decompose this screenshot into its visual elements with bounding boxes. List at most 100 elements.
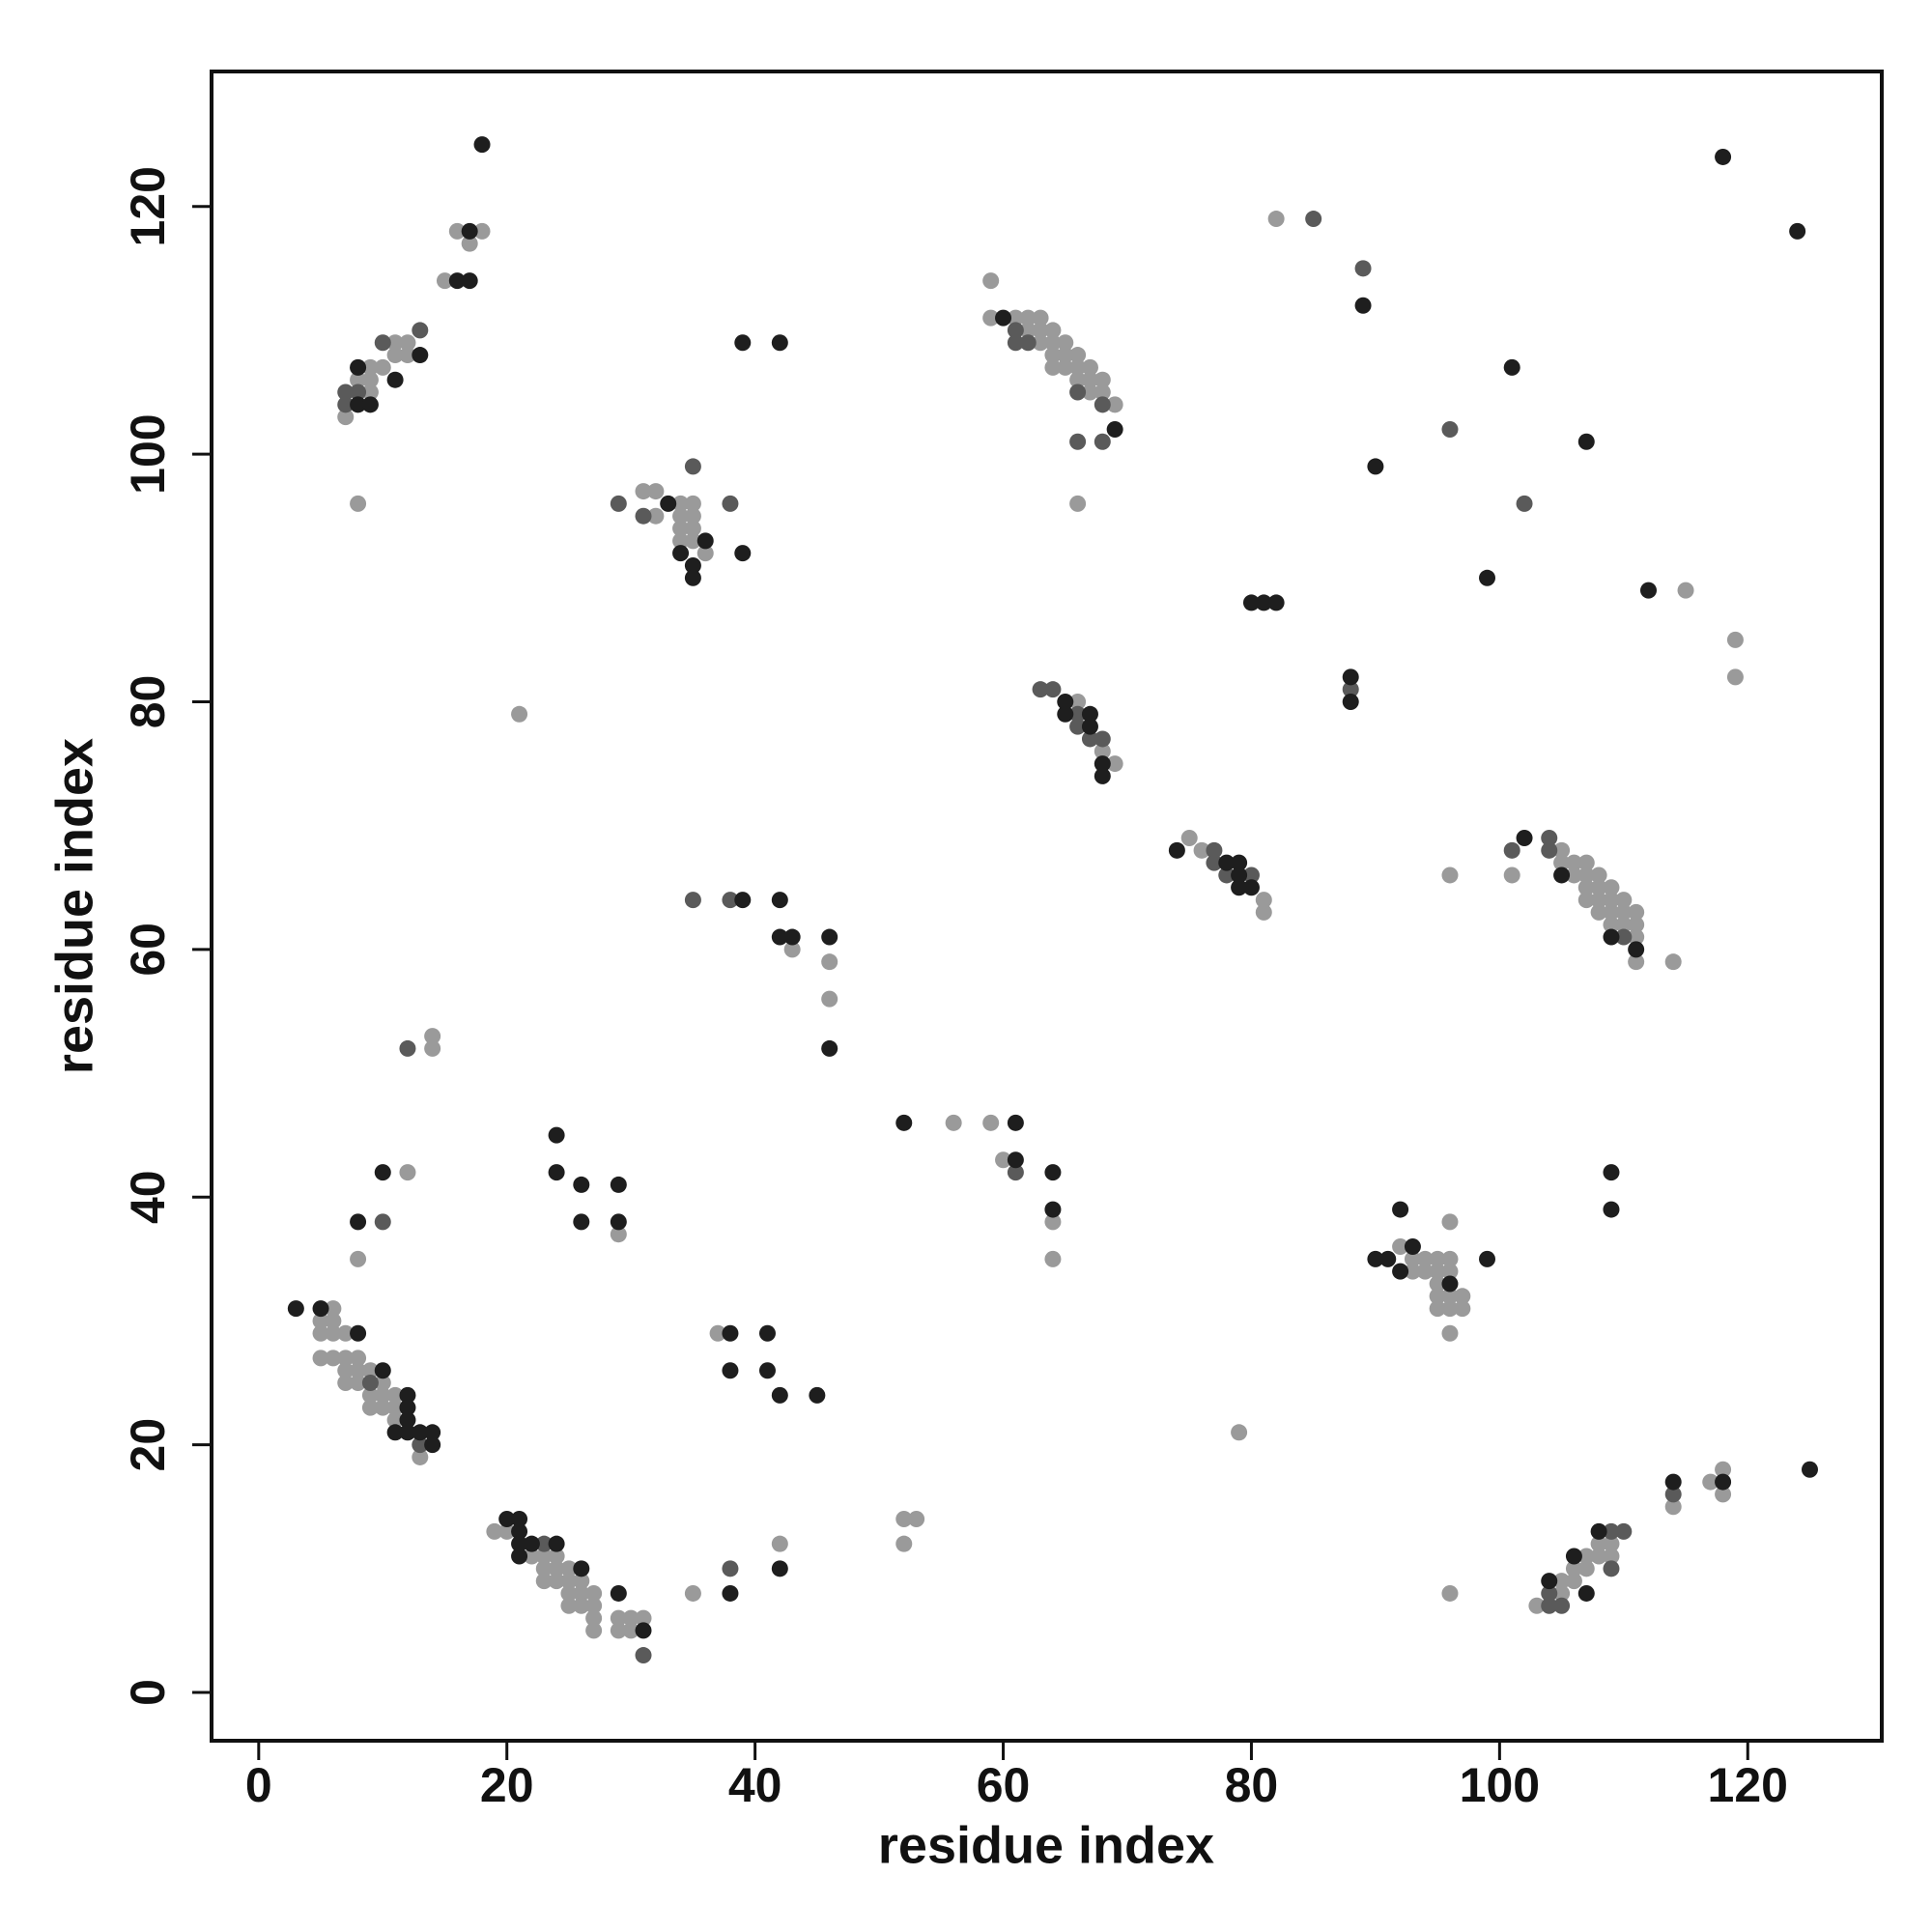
x-axis-title: residue index xyxy=(878,1816,1214,1874)
point xyxy=(399,1424,416,1441)
point xyxy=(610,1609,627,1627)
point xyxy=(1454,1288,1471,1305)
point xyxy=(573,1573,590,1590)
point xyxy=(1354,260,1372,277)
point xyxy=(1231,867,1248,884)
point xyxy=(312,1312,329,1329)
point xyxy=(672,545,690,562)
point xyxy=(1715,1473,1732,1491)
point xyxy=(610,495,627,512)
point xyxy=(1628,928,1645,946)
point xyxy=(511,705,528,723)
point xyxy=(548,1126,565,1144)
point xyxy=(684,569,701,586)
point xyxy=(399,1399,416,1416)
point xyxy=(1441,420,1459,438)
point xyxy=(1615,916,1633,933)
point xyxy=(312,1300,329,1318)
point xyxy=(783,941,801,958)
point xyxy=(1441,1213,1459,1231)
point xyxy=(1441,1263,1459,1280)
point xyxy=(337,1350,355,1367)
point xyxy=(486,1522,503,1540)
point xyxy=(1577,867,1595,884)
point xyxy=(1069,358,1087,376)
point xyxy=(895,1114,913,1131)
point xyxy=(1565,1560,1582,1577)
point xyxy=(1094,396,1111,413)
point xyxy=(386,347,404,364)
point xyxy=(622,1609,639,1627)
point xyxy=(1231,879,1248,896)
point xyxy=(1379,1250,1397,1267)
point xyxy=(374,1213,391,1231)
point xyxy=(1603,928,1620,946)
point xyxy=(1541,1584,1558,1602)
point xyxy=(1603,892,1620,909)
point xyxy=(1577,1548,1595,1565)
point xyxy=(1590,1522,1607,1540)
point xyxy=(1429,1263,1446,1280)
point xyxy=(758,1324,776,1342)
point xyxy=(386,1424,404,1441)
point xyxy=(1354,297,1372,314)
point xyxy=(386,1399,404,1416)
point xyxy=(1603,903,1620,921)
point xyxy=(1069,705,1087,723)
point xyxy=(1664,1498,1682,1516)
point xyxy=(1615,928,1633,946)
point xyxy=(734,545,752,562)
point xyxy=(412,347,429,364)
point xyxy=(1007,334,1024,352)
point xyxy=(1553,1573,1571,1590)
point xyxy=(1019,334,1037,352)
point xyxy=(337,1324,355,1342)
x-tick-label: 100 xyxy=(1460,1758,1540,1812)
point xyxy=(1106,755,1123,773)
point xyxy=(722,1362,739,1379)
point xyxy=(1069,718,1087,735)
point xyxy=(424,1424,441,1441)
point xyxy=(1255,892,1272,909)
point xyxy=(684,520,701,537)
point xyxy=(511,1522,528,1540)
point xyxy=(684,495,701,512)
point xyxy=(783,928,801,946)
point xyxy=(523,1535,540,1552)
point xyxy=(386,371,404,388)
point xyxy=(585,1622,603,1639)
point xyxy=(1628,916,1645,933)
point xyxy=(535,1548,553,1565)
point xyxy=(758,1362,776,1379)
x-tick-label: 40 xyxy=(728,1758,782,1812)
point xyxy=(1441,1275,1459,1293)
point xyxy=(461,272,478,290)
point xyxy=(1541,1597,1558,1614)
point xyxy=(696,532,714,550)
point xyxy=(1715,1486,1732,1503)
point xyxy=(1032,322,1049,339)
point xyxy=(1007,1114,1024,1131)
y-tick-label: 80 xyxy=(121,675,175,729)
point xyxy=(424,1028,441,1045)
point xyxy=(610,1622,627,1639)
point xyxy=(1342,681,1359,698)
point xyxy=(399,1386,416,1404)
point xyxy=(560,1584,578,1602)
point xyxy=(1416,1263,1434,1280)
point xyxy=(1615,903,1633,921)
point xyxy=(895,1511,913,1528)
y-tick-label: 0 xyxy=(121,1679,175,1706)
point xyxy=(1094,767,1111,784)
point xyxy=(1180,829,1198,846)
point xyxy=(672,532,690,550)
x-tick-label: 60 xyxy=(977,1758,1031,1812)
point xyxy=(337,384,355,401)
point xyxy=(1007,322,1024,339)
point xyxy=(722,1584,739,1602)
point xyxy=(1441,1250,1459,1267)
point xyxy=(374,1399,391,1416)
point xyxy=(424,1436,441,1454)
point xyxy=(995,1151,1012,1169)
point xyxy=(1628,953,1645,971)
